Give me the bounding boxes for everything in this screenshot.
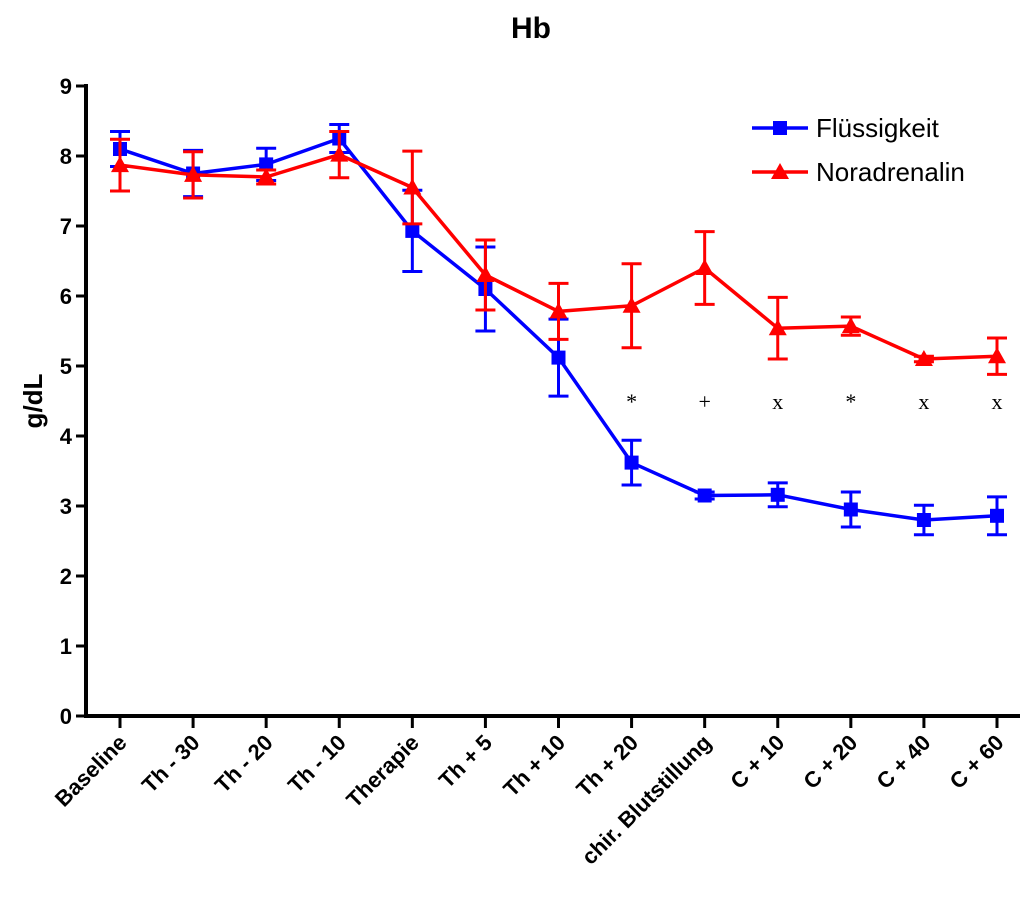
data-point bbox=[697, 488, 712, 503]
y-ticks: 0 1 2 3 4 5 6 7 8 9 bbox=[60, 74, 86, 729]
data-point bbox=[770, 487, 785, 502]
x-tick-label: Th + 5 bbox=[434, 730, 497, 793]
data-point bbox=[476, 266, 495, 282]
legend-label: Noradrenalin bbox=[816, 157, 965, 187]
x-tick-label: Th - 10 bbox=[283, 730, 351, 798]
significance-marker: + bbox=[698, 389, 710, 414]
data-point bbox=[111, 156, 129, 173]
y-tick-label: 5 bbox=[60, 354, 72, 379]
data-point bbox=[841, 317, 860, 334]
series-2 bbox=[110, 130, 1007, 376]
y-tick-label: 1 bbox=[60, 634, 72, 659]
y-tick-label: 7 bbox=[60, 214, 72, 239]
data-point bbox=[916, 513, 931, 527]
x-tick-label: Therapie bbox=[341, 730, 424, 813]
series-layer bbox=[110, 123, 1007, 537]
data-point bbox=[624, 455, 639, 470]
data-point bbox=[259, 157, 274, 172]
data-point bbox=[403, 178, 422, 195]
significance-marker: * bbox=[626, 389, 637, 414]
y-tick-label: 3 bbox=[60, 494, 72, 519]
y-tick-label: 8 bbox=[60, 144, 72, 169]
y-tick-label: 2 bbox=[60, 564, 72, 589]
x-tick-label: C + 60 bbox=[945, 730, 1009, 794]
y-tick-label: 6 bbox=[60, 284, 72, 309]
legend-item: Noradrenalin bbox=[752, 157, 965, 187]
legend: Flüssigkeit Noradrenalin bbox=[752, 113, 965, 187]
legend-marker bbox=[771, 163, 789, 179]
y-tick-label: 0 bbox=[60, 704, 72, 729]
x-tick-label: C + 20 bbox=[798, 730, 862, 794]
x-tick-label: Th + 20 bbox=[571, 730, 643, 802]
significance-marker: x bbox=[918, 389, 929, 414]
data-point bbox=[184, 165, 203, 182]
data-point bbox=[843, 502, 858, 517]
data-point bbox=[914, 350, 933, 366]
data-point bbox=[257, 168, 276, 184]
x-tick-label: Th - 30 bbox=[137, 730, 205, 798]
x-tick-label: C + 10 bbox=[725, 730, 789, 794]
legend-item: Flüssigkeit bbox=[752, 113, 940, 143]
y-tick-label: 9 bbox=[60, 74, 72, 99]
significance-marker: * bbox=[845, 389, 856, 414]
significance-marker: x bbox=[772, 389, 783, 414]
series-1 bbox=[110, 123, 1007, 537]
y-tick-label: 4 bbox=[60, 424, 73, 449]
legend-marker bbox=[773, 121, 787, 135]
data-point bbox=[768, 319, 787, 336]
data-point bbox=[330, 145, 349, 162]
x-tick-label: Th - 20 bbox=[210, 730, 278, 798]
significance-marker: x bbox=[992, 389, 1003, 414]
x-tick-label: chir. Blutstillung bbox=[577, 730, 717, 870]
x-tick-label: C + 40 bbox=[872, 730, 936, 794]
chart-title: Hb bbox=[511, 12, 551, 45]
data-point bbox=[551, 350, 566, 365]
data-point bbox=[988, 347, 1006, 364]
axes bbox=[84, 84, 1020, 718]
data-point bbox=[695, 259, 714, 275]
x-tick-label: Th + 10 bbox=[498, 730, 570, 802]
legend-label: Flüssigkeit bbox=[816, 113, 940, 143]
data-point bbox=[405, 223, 420, 238]
annotations: * + x * x x bbox=[626, 389, 1002, 414]
data-point bbox=[622, 296, 641, 313]
data-point bbox=[549, 302, 568, 319]
y-axis-label: g/dL bbox=[18, 373, 48, 428]
data-point bbox=[990, 508, 1004, 523]
x-tick-label: Baseline bbox=[50, 730, 132, 812]
